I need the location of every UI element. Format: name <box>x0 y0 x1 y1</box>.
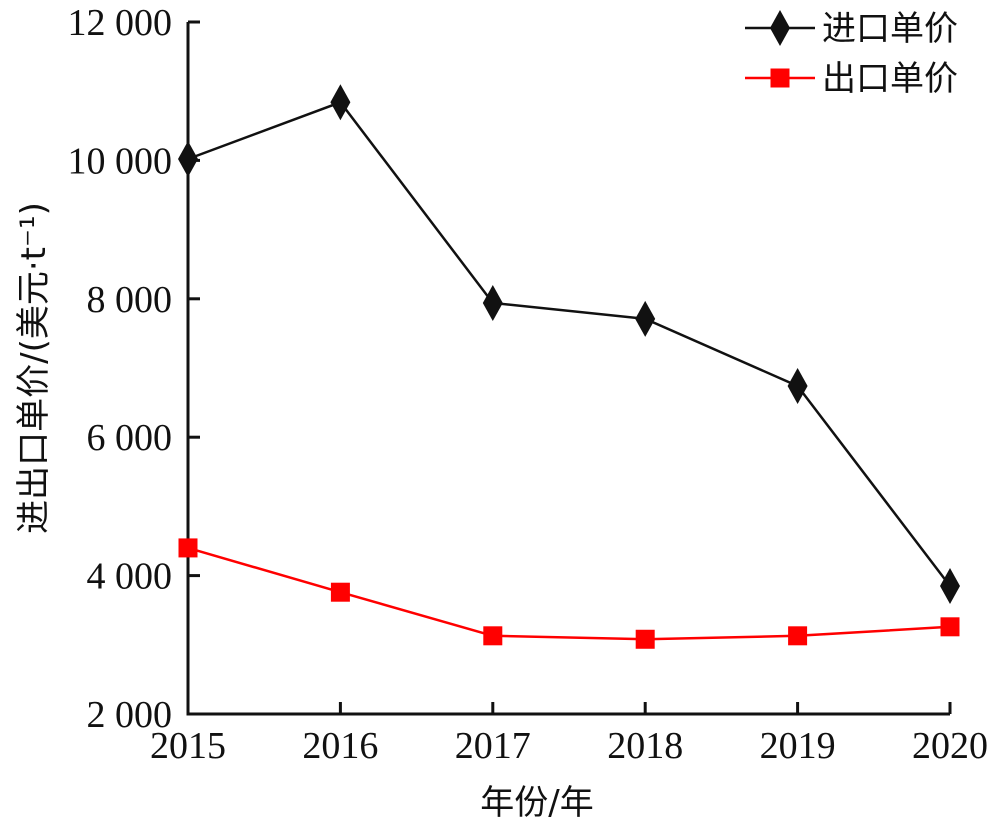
x-axis-label: 年份/年 <box>480 783 593 823</box>
y-tick-label: 8 000 <box>87 279 173 321</box>
y-tick-label: 4 000 <box>87 556 173 598</box>
y-tick-label: 10 000 <box>68 140 173 182</box>
series-line <box>187 100 951 587</box>
y-tick-label: 12 000 <box>68 2 173 44</box>
series-layer <box>178 84 960 649</box>
data-point <box>482 284 503 321</box>
y-axis-ticks: 2 000 4 000 6 000 8 000 10 000 12 000 <box>68 2 200 736</box>
data-point <box>788 626 808 646</box>
x-tick-label: 2019 <box>760 725 836 767</box>
data-point <box>483 626 503 646</box>
axes <box>186 22 950 716</box>
x-axis-ticks: 2015 2016 2017 2018 2019 2020 <box>150 702 988 767</box>
y-tick-label: 2 000 <box>87 694 173 736</box>
x-tick-label: 2017 <box>455 725 531 767</box>
series-1 <box>178 84 960 604</box>
data-point <box>330 84 351 121</box>
legend-label: 进口单价 <box>822 9 958 49</box>
legend-label: 出口单价 <box>822 59 958 99</box>
series-2 <box>178 538 960 649</box>
legend-marker <box>770 10 790 46</box>
series-line <box>187 546 951 641</box>
legend-item: 进口单价 <box>745 9 958 49</box>
x-tick-label: 2020 <box>912 725 988 767</box>
y-tick-label: 6 000 <box>87 417 173 459</box>
x-tick-label: 2015 <box>150 725 226 767</box>
data-point <box>635 629 655 649</box>
legend-item: 出口单价 <box>745 59 958 99</box>
legend-marker <box>770 68 790 88</box>
x-tick-label: 2018 <box>607 725 683 767</box>
data-point <box>940 617 960 637</box>
data-point <box>178 141 198 178</box>
data-point <box>787 367 808 404</box>
data-point <box>178 538 198 558</box>
data-point <box>330 582 350 602</box>
data-point <box>635 300 656 337</box>
data-point <box>940 567 960 604</box>
y-axis-label: 进出口单价/(美元·t⁻¹) <box>14 202 54 534</box>
x-tick-label: 2016 <box>302 725 378 767</box>
